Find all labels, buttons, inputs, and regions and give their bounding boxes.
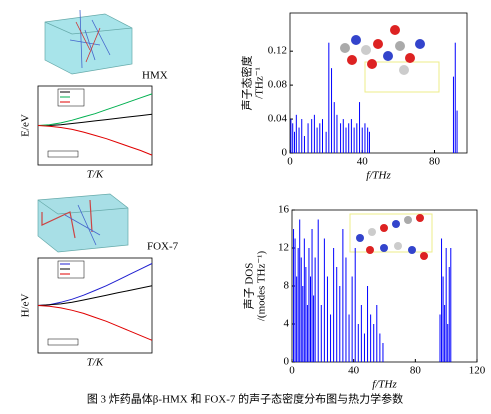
fox7-molecule [349, 213, 433, 260]
legend-box [57, 260, 85, 279]
caption: 图 3 炸药晶体β-HMX 和 FOX-7 的声子态密度分布图与热力学参数 [87, 392, 403, 406]
hmx-crystal [44, 9, 133, 75]
y-tick-label: 8 [284, 280, 290, 292]
hmx-label: HMX [142, 70, 168, 82]
series-line [37, 93, 153, 126]
y-axis-label: /THz⁻¹ [254, 67, 266, 99]
x-tick-label: 80 [410, 365, 422, 377]
x-axis-label: f/THz [372, 379, 397, 391]
y-axis-label: /(modes THz⁻¹) [256, 251, 268, 322]
x-tick-label: 0 [289, 365, 295, 377]
y-tick-label: 0.12 [268, 45, 287, 57]
y-axis-label: H/eV [20, 294, 32, 318]
x-axis-label: f/THz [366, 170, 391, 182]
series-line [38, 113, 153, 126]
y-axis-label: 声子 DOS [242, 263, 256, 310]
series-line [37, 125, 153, 156]
y-tick-label: 4 [284, 318, 290, 330]
plot-frame [289, 12, 468, 154]
fox7-label: FOX-7 [147, 241, 179, 253]
y-tick-label: 0 [284, 356, 290, 368]
x-tick-label: 80 [429, 156, 441, 168]
info-box [47, 150, 79, 158]
x-tick-label: 40 [348, 365, 360, 377]
y-axis-label: E/eV [20, 114, 32, 137]
x-tick-label: 40 [357, 156, 369, 168]
series-line [37, 285, 153, 306]
y-tick-label: 0 [282, 147, 288, 159]
fox7-crystal [37, 193, 129, 253]
x-tick-label: 120 [469, 365, 486, 377]
y-tick-label: 12 [278, 242, 289, 254]
x-axis-label: T/K [87, 169, 104, 181]
x-axis-label: T/K [87, 357, 104, 369]
legend-box [57, 88, 85, 107]
y-tick-label: 0.08 [268, 79, 288, 91]
series-line [37, 305, 153, 341]
y-tick-label: 16 [278, 204, 290, 216]
info-box [47, 338, 79, 346]
hmx-molecule [340, 25, 440, 93]
x-tick-label: 0 [287, 156, 293, 168]
y-tick-label: 0.04 [268, 113, 288, 125]
series-line [37, 263, 153, 306]
y-axis-label: 声子态密度 [240, 56, 254, 111]
